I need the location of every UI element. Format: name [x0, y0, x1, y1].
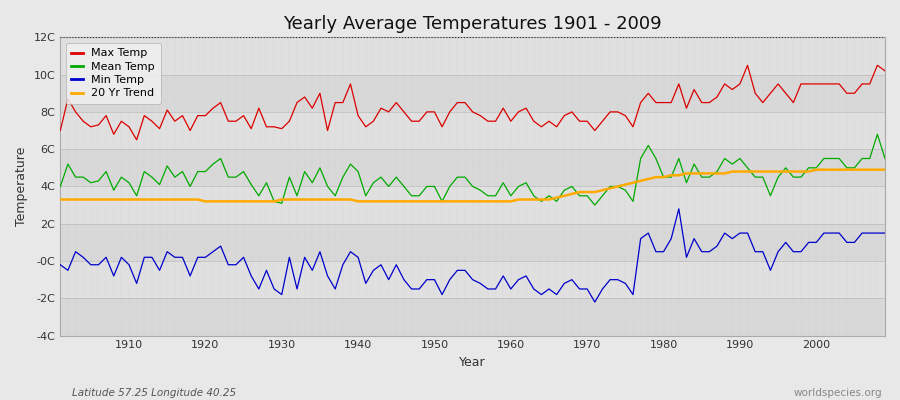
Title: Yearly Average Temperatures 1901 - 2009: Yearly Average Temperatures 1901 - 2009 [284, 15, 662, 33]
Bar [60, 149, 885, 186]
Bar [60, 112, 885, 149]
Bar [60, 224, 885, 261]
Bar [60, 37, 885, 75]
X-axis label: Year: Year [459, 356, 486, 369]
Y-axis label: Temperature: Temperature [15, 147, 28, 226]
Text: Latitude 57.25 Longitude 40.25: Latitude 57.25 Longitude 40.25 [72, 388, 236, 398]
Bar [60, 261, 885, 298]
Text: worldspecies.org: worldspecies.org [794, 388, 882, 398]
Bar [60, 186, 885, 224]
Legend: Max Temp, Mean Temp, Min Temp, 20 Yr Trend: Max Temp, Mean Temp, Min Temp, 20 Yr Tre… [66, 43, 160, 104]
Bar [60, 298, 885, 336]
Bar [60, 75, 885, 112]
